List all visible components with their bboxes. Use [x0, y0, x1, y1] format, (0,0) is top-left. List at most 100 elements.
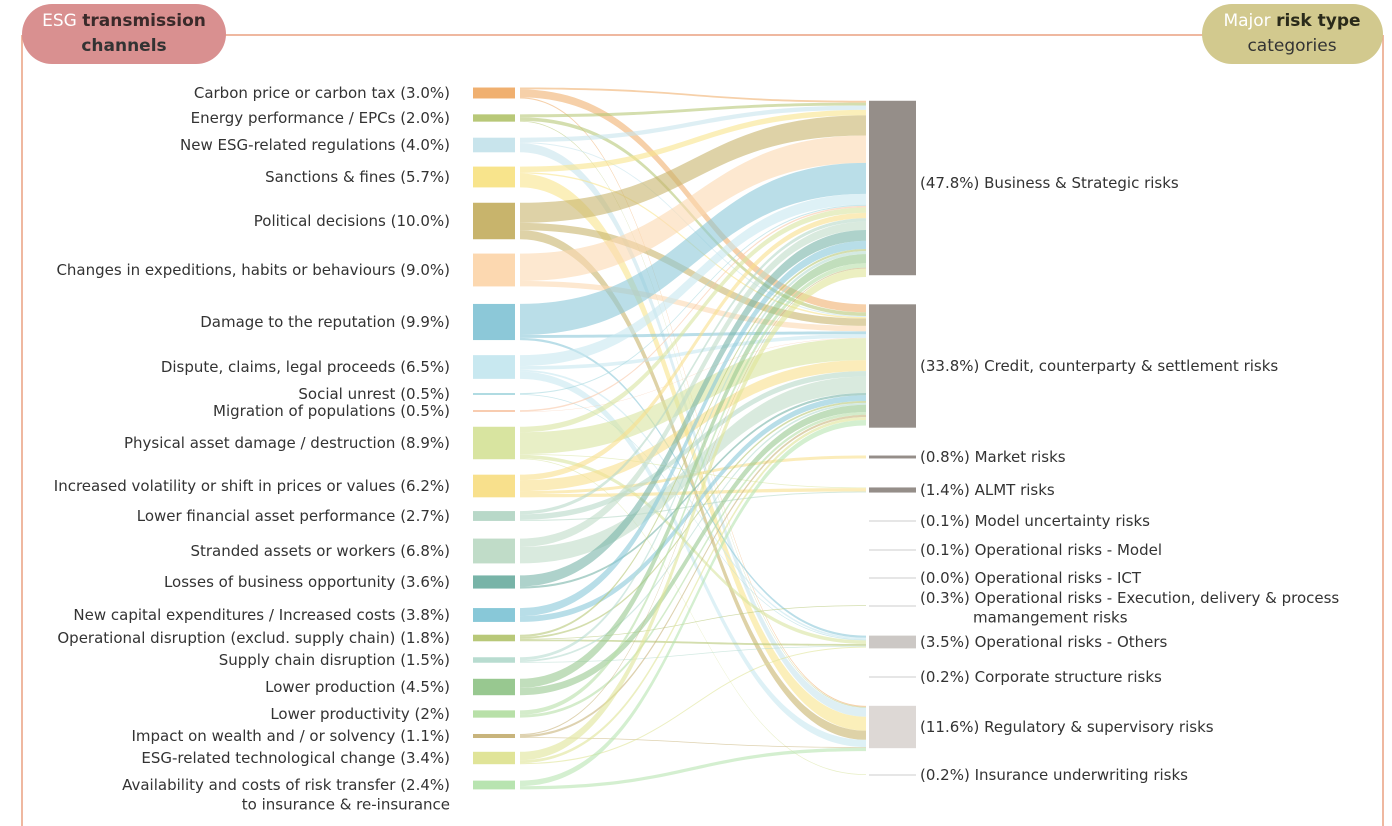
value-label: (3.5%) — [920, 633, 970, 651]
target-node — [869, 774, 916, 776]
value-label: (1.5%) — [400, 651, 450, 669]
value-label: (2%) — [414, 705, 450, 723]
value-label: (1.8%) — [400, 629, 450, 647]
link — [520, 458, 866, 775]
value-label: (0.1%) — [920, 541, 970, 559]
node-label: (33.8%) Credit, counterparty & settlemen… — [920, 357, 1278, 375]
node-label: Carbon price or carbon tax (3.0%) — [194, 84, 450, 102]
target-node — [869, 520, 916, 522]
node-label: (0.1%) Operational risks - Model — [920, 541, 1162, 559]
node-name: Corporate structure risks — [975, 668, 1162, 686]
link — [520, 411, 866, 718]
link — [520, 102, 866, 118]
value-label: (6.2%) — [400, 477, 450, 495]
node-name: Operational disruption (exclud. supply c… — [57, 629, 395, 647]
source-node — [473, 608, 515, 622]
link — [520, 605, 866, 640]
value-label: (8.9%) — [400, 434, 450, 452]
node-name: Regulatory & supervisory risks — [984, 718, 1214, 736]
node-label: Lower productivity (2%) — [270, 705, 450, 723]
node-name: Supply chain disruption — [219, 651, 396, 669]
node-label: (0.2%) Corporate structure risks — [920, 668, 1162, 686]
link — [520, 204, 866, 395]
node-label: Lower production (4.5%) — [265, 678, 450, 696]
link — [520, 135, 866, 281]
node-label: ESG-related technological change (3.4%) — [141, 749, 450, 767]
value-label: (33.8%) — [920, 357, 979, 375]
node-name: Impact on wealth and / or solvency — [131, 727, 395, 745]
value-label: (9.0%) — [400, 261, 450, 279]
value-label: (3.6%) — [400, 573, 450, 591]
left-heading: ESG transmission — [42, 11, 206, 31]
node-name: Lower productivity — [270, 705, 409, 723]
link — [520, 645, 866, 663]
value-label: (6.8%) — [400, 542, 450, 560]
link — [520, 254, 866, 688]
target-node — [869, 577, 916, 579]
link — [520, 240, 866, 617]
source-node — [473, 780, 515, 790]
value-label: (4.5%) — [400, 678, 450, 696]
node-name: Credit, counterparty & settlement risks — [984, 357, 1278, 375]
node-name: Losses of business opportunity — [164, 573, 396, 591]
node-name: Business & Strategic risks — [984, 174, 1179, 192]
heading-part: transmission — [82, 11, 206, 31]
link — [520, 205, 866, 412]
target-node — [869, 635, 916, 649]
link — [520, 221, 866, 547]
node-name: Model uncertainty risks — [975, 512, 1151, 530]
value-label: (0.5%) — [400, 402, 450, 420]
link — [520, 404, 866, 696]
node-label: Lower financial asset performance (2.7%) — [137, 507, 450, 525]
node-name: Migration of populations — [213, 402, 396, 420]
node-name: Social unrest — [298, 385, 395, 403]
node-name: Changes in expeditions, habits or behavi… — [56, 261, 395, 279]
source-node — [473, 355, 515, 379]
node-label: Political decisions (10.0%) — [254, 212, 450, 230]
node-label: Physical asset damage / destruction (8.9… — [124, 434, 450, 452]
value-label: (6.5%) — [400, 358, 450, 376]
link — [520, 193, 866, 367]
link — [520, 263, 866, 715]
value-label: (3.4%) — [400, 749, 450, 767]
link — [520, 218, 866, 515]
nodes: Carbon price or carbon tax (3.0%)Energy … — [54, 84, 1340, 814]
link — [520, 230, 866, 740]
value-label: (1.1%) — [400, 727, 450, 745]
node-label: (0.8%) Market risks — [920, 448, 1066, 466]
node-name: Stranded assets or workers — [190, 542, 395, 560]
source-node — [473, 474, 515, 498]
node-label: Damage to the reputation (9.9%) — [200, 313, 450, 331]
link — [520, 207, 866, 433]
source-node — [473, 393, 515, 395]
node-label: (47.8%) Business & Strategic risks — [920, 174, 1179, 192]
node-name: ALMT risks — [975, 481, 1055, 499]
heading-part: ESG — [42, 11, 77, 31]
node-name: Physical asset damage / destruction — [124, 434, 395, 452]
source-node — [473, 575, 515, 589]
link — [520, 115, 866, 223]
link — [520, 334, 866, 370]
node-label: Supply chain disruption (1.5%) — [219, 651, 450, 669]
node-label: mamangement risks — [973, 609, 1128, 627]
link — [520, 105, 866, 143]
link — [520, 280, 866, 332]
link — [520, 162, 866, 335]
value-label: (3.8%) — [400, 606, 450, 624]
node-name: Insurance underwriting risks — [975, 766, 1189, 784]
target-node — [869, 455, 916, 459]
source-node — [473, 166, 515, 188]
link — [520, 395, 866, 622]
node-name: Operational risks - Execution, delivery … — [975, 589, 1340, 607]
link — [520, 737, 866, 748]
target-node — [869, 705, 916, 749]
link — [520, 251, 866, 661]
node-name: Increased volatility or shift in prices … — [54, 477, 396, 495]
target-node — [869, 304, 916, 428]
node-label: Operational disruption (exclud. supply c… — [57, 629, 450, 647]
value-label: (0.8%) — [920, 448, 970, 466]
node-name: New capital expenditures / Increased cos… — [73, 606, 395, 624]
link — [520, 109, 866, 173]
node-name: Damage to the reputation — [200, 313, 395, 331]
link — [520, 369, 866, 640]
